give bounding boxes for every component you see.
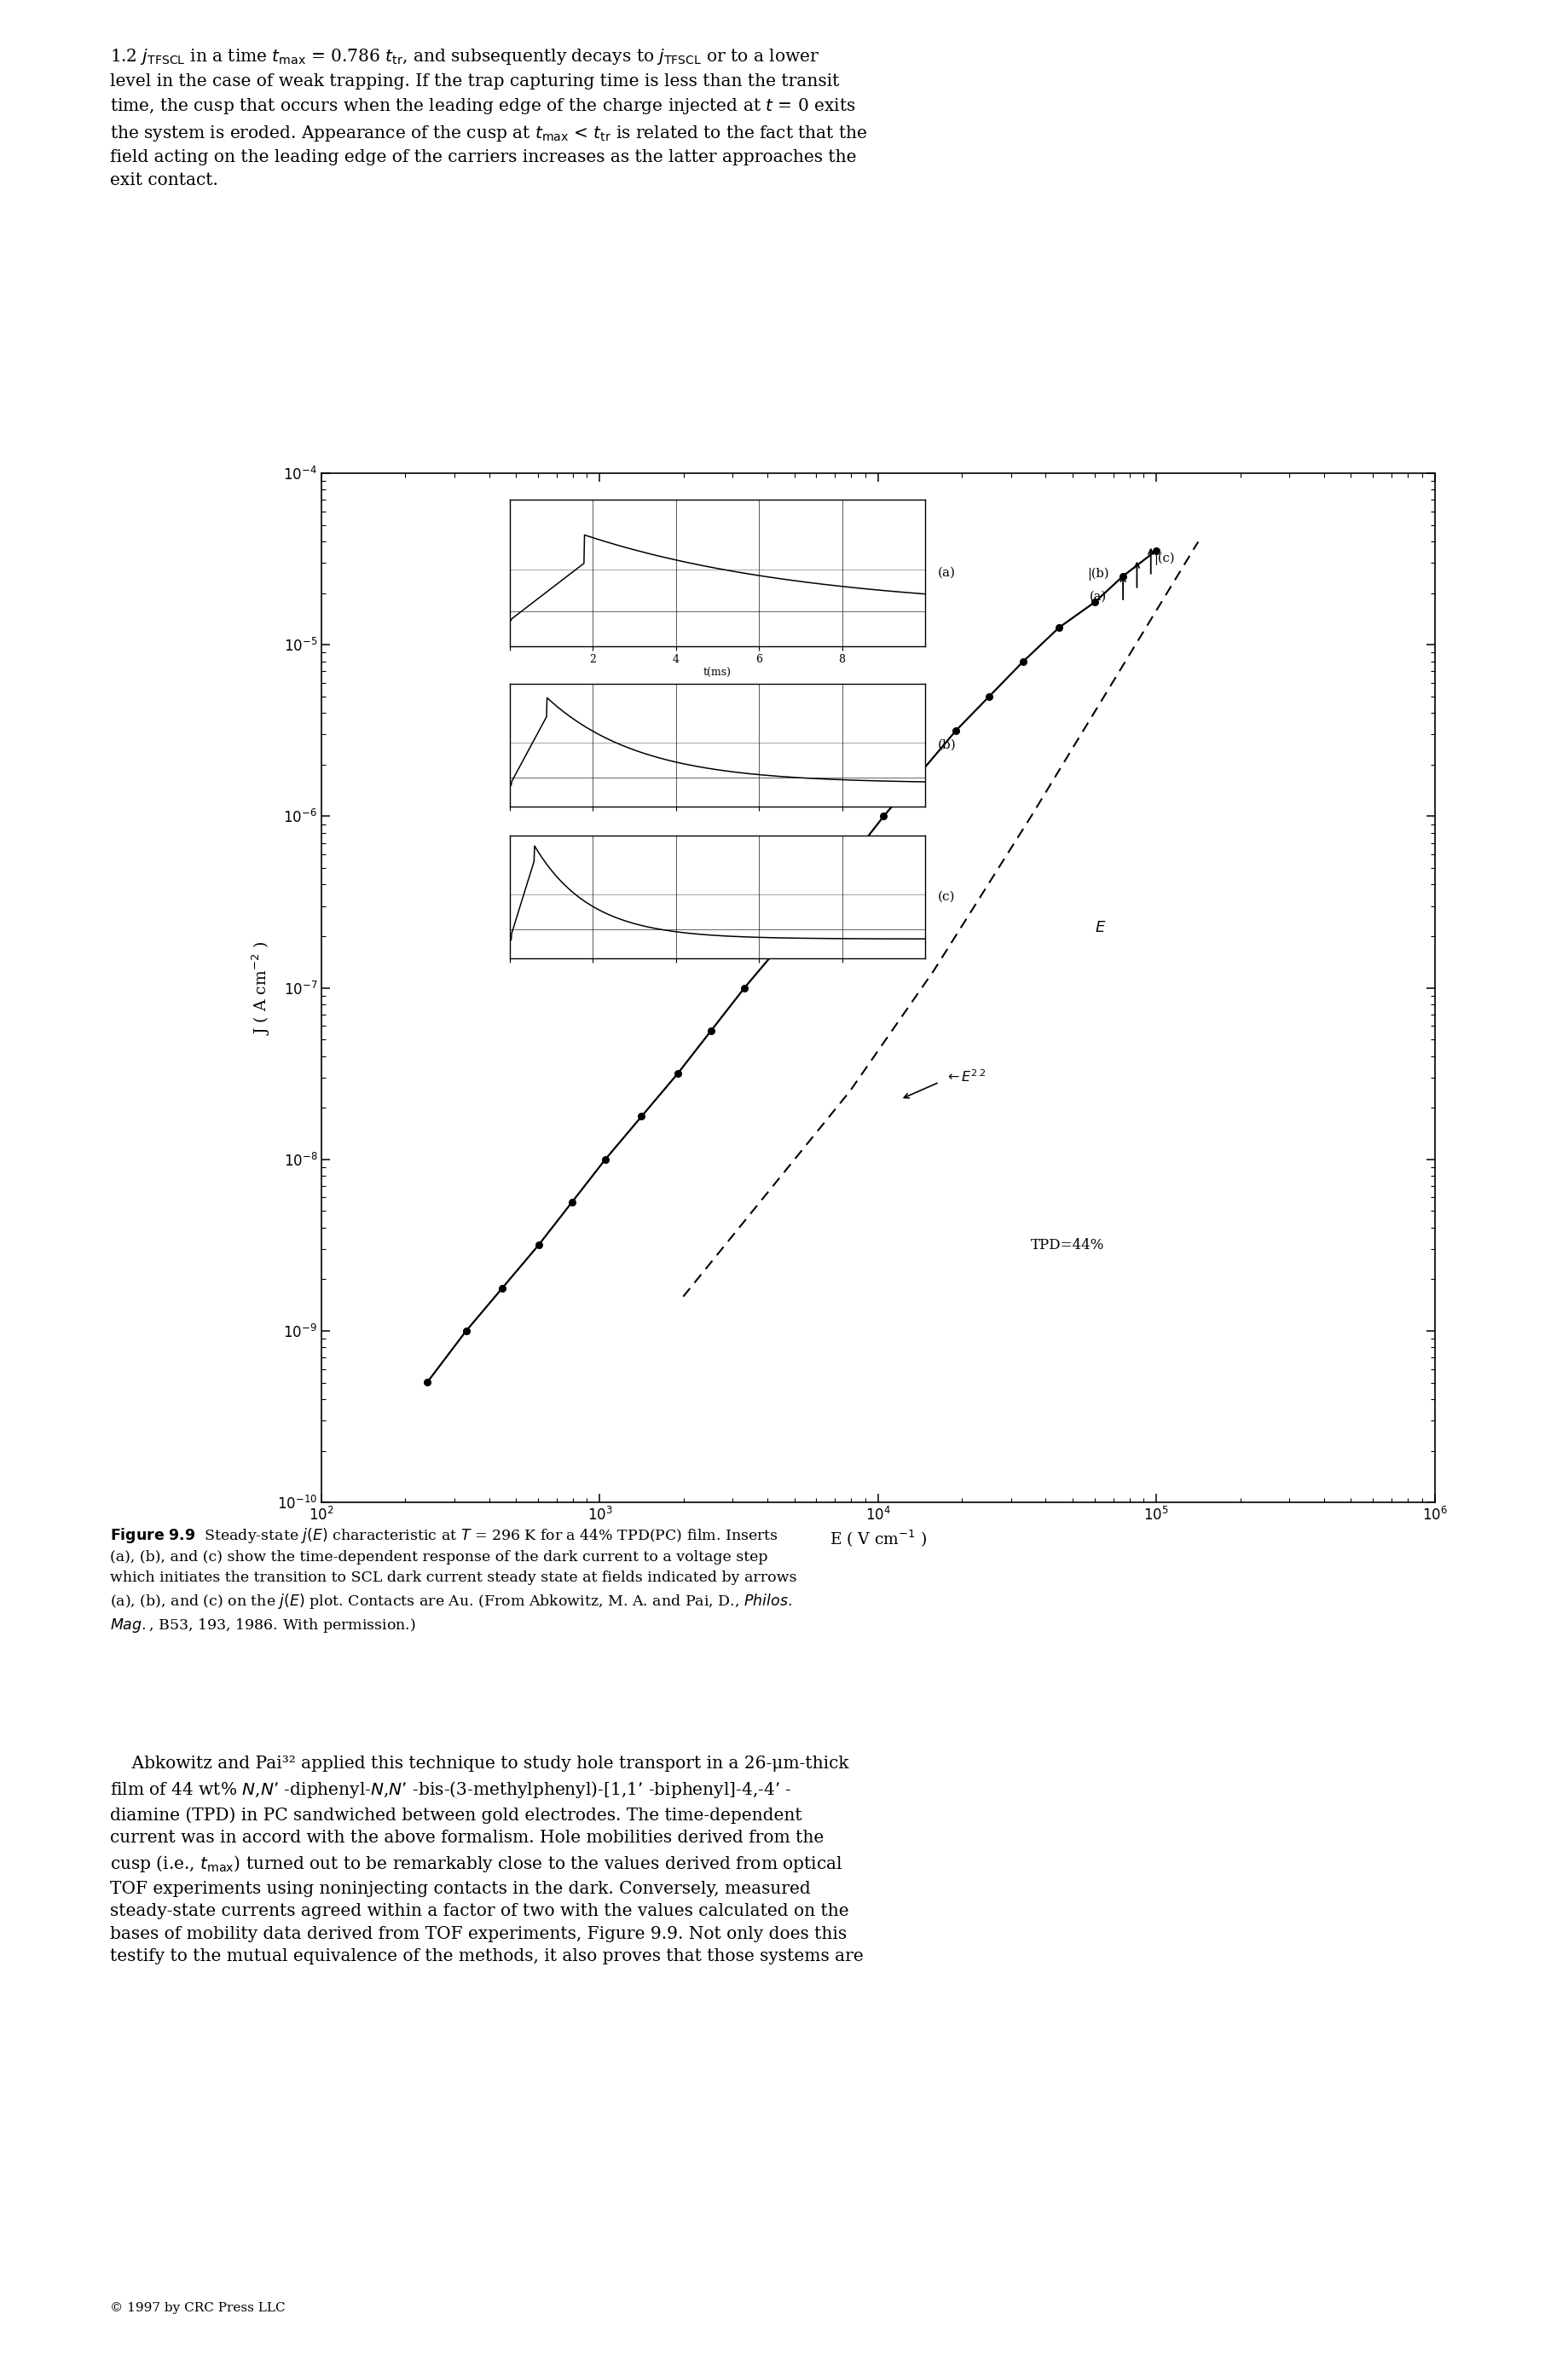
Text: Abkowitz and Pai³² applied this technique to study hole transport in a 26-μm-thi: Abkowitz and Pai³² applied this techniqu…	[110, 1756, 864, 1964]
Text: (a): (a)	[1090, 592, 1107, 603]
Text: 1.2 $j_{\rm TFSCL}$ in a time $t_{\rm max}$ = 0.786 $t_{\rm tr}$, and subsequent: 1.2 $j_{\rm TFSCL}$ in a time $t_{\rm ma…	[110, 47, 867, 189]
Text: $E$: $E$	[1094, 920, 1107, 935]
Text: (a): (a)	[938, 565, 955, 580]
X-axis label: E ( V cm$^{-1}$ ): E ( V cm$^{-1}$ )	[829, 1528, 927, 1550]
Text: |(b): |(b)	[1087, 568, 1109, 582]
Text: (b): (b)	[938, 738, 956, 752]
Text: |(c): |(c)	[1154, 551, 1174, 565]
Y-axis label: J ( A cm$^{-2}$ ): J ( A cm$^{-2}$ )	[251, 942, 273, 1034]
Text: © 1997 by CRC Press LLC: © 1997 by CRC Press LLC	[110, 2302, 285, 2314]
Text: $\leftarrow$$E^{2.2}$: $\leftarrow$$E^{2.2}$	[946, 1069, 986, 1086]
Text: $\mathbf{Figure\ 9.9}$  Steady-state $j(E)$ characteristic at $T$ = 296 K for a : $\mathbf{Figure\ 9.9}$ Steady-state $j(E…	[110, 1526, 797, 1635]
Text: TPD=44%: TPD=44%	[1032, 1237, 1105, 1252]
X-axis label: t(ms): t(ms)	[704, 667, 731, 679]
Text: (c): (c)	[938, 890, 955, 904]
